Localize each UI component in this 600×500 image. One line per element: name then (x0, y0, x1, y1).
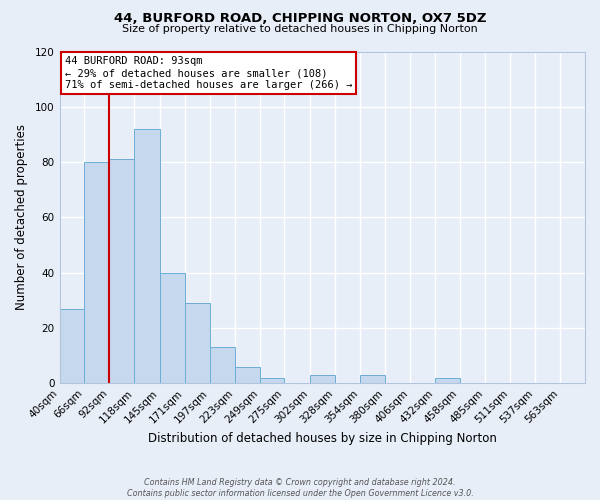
Text: 44 BURFORD ROAD: 93sqm
← 29% of detached houses are smaller (108)
71% of semi-de: 44 BURFORD ROAD: 93sqm ← 29% of detached… (65, 56, 352, 90)
Y-axis label: Number of detached properties: Number of detached properties (15, 124, 28, 310)
Bar (310, 375, 335, 384)
Bar (360, 375, 385, 384)
Bar (260, 378, 284, 384)
Bar (435, 378, 460, 384)
Bar (210, 348, 235, 384)
Bar (185, 303, 210, 384)
Bar (59, 308, 85, 384)
Text: Contains HM Land Registry data © Crown copyright and database right 2024.
Contai: Contains HM Land Registry data © Crown c… (127, 478, 473, 498)
Text: Size of property relative to detached houses in Chipping Norton: Size of property relative to detached ho… (122, 24, 478, 34)
Bar (235, 366, 260, 384)
Text: 44, BURFORD ROAD, CHIPPING NORTON, OX7 5DZ: 44, BURFORD ROAD, CHIPPING NORTON, OX7 5… (114, 12, 486, 26)
Bar (109, 160, 134, 384)
X-axis label: Distribution of detached houses by size in Chipping Norton: Distribution of detached houses by size … (148, 432, 497, 445)
Bar (85, 162, 109, 384)
Bar (160, 272, 185, 384)
Bar (134, 129, 160, 384)
